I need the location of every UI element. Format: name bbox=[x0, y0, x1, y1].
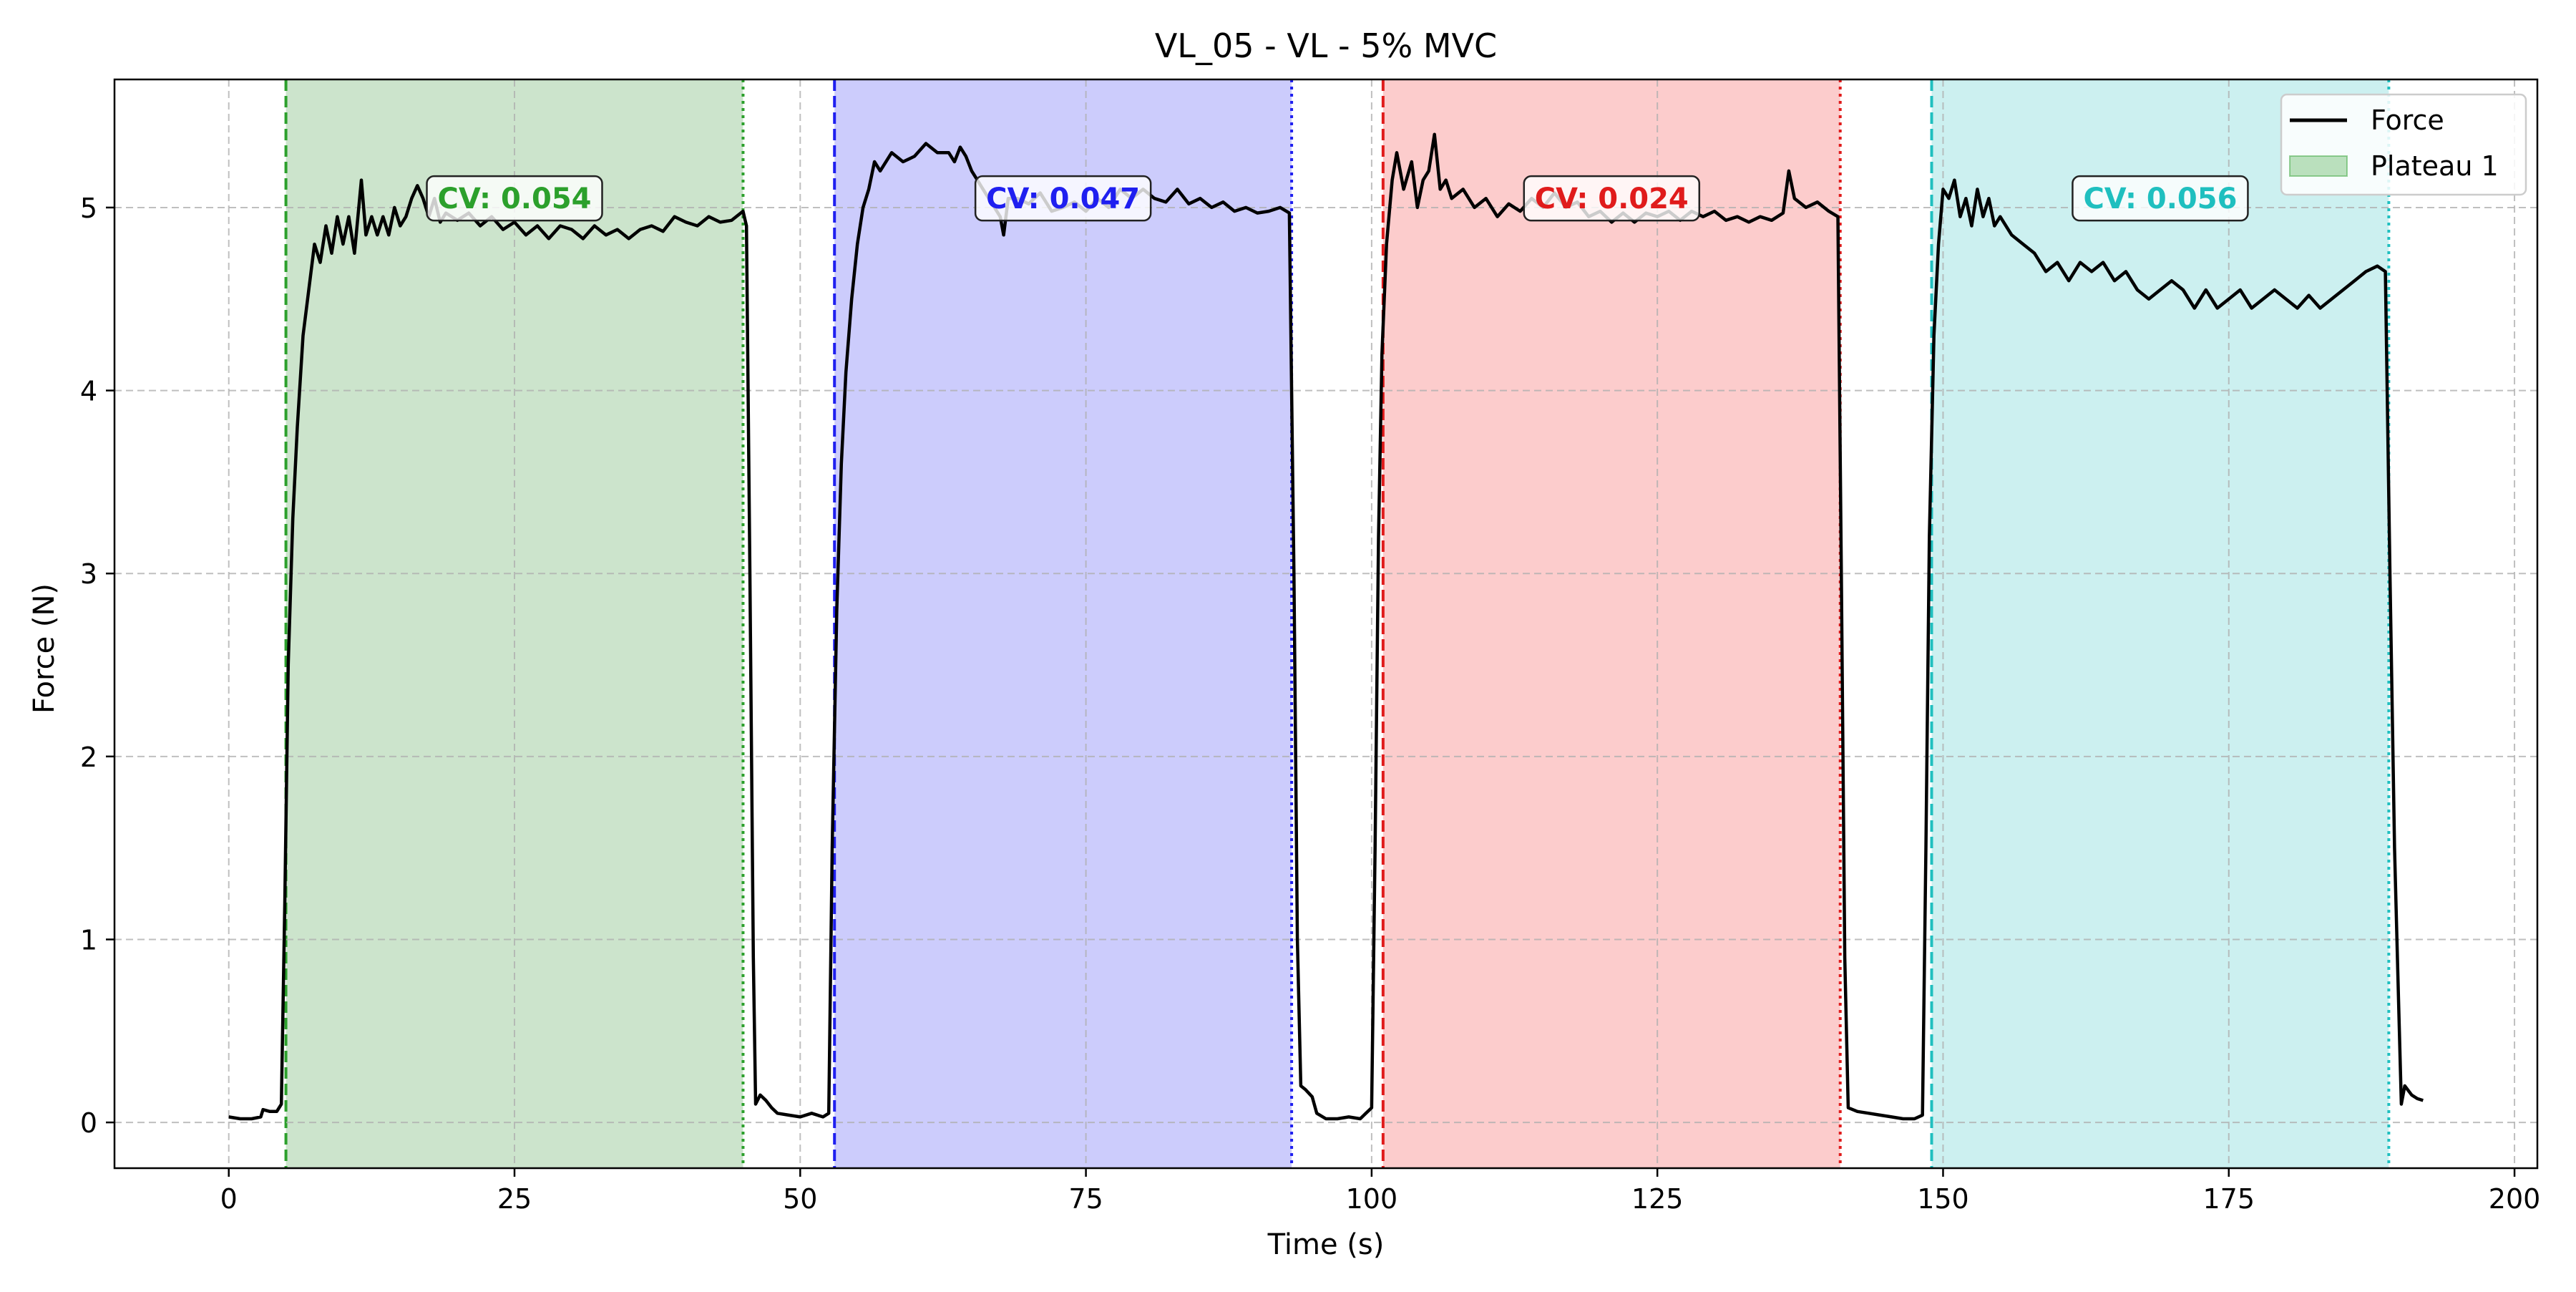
x-tick-label: 0 bbox=[220, 1183, 238, 1215]
cv-label-3: CV: 0.024 bbox=[1535, 183, 1689, 215]
x-tick-label: 125 bbox=[1631, 1183, 1684, 1215]
cv-label-box-3 bbox=[1523, 175, 1701, 222]
x-tick-label: 175 bbox=[2202, 1183, 2255, 1215]
x-axis-label: Time (s) bbox=[1267, 1228, 1385, 1261]
series-line-force bbox=[228, 132, 2424, 1121]
plot-frame bbox=[113, 78, 2539, 1170]
x-tick-label: 50 bbox=[783, 1183, 817, 1215]
cv-label-1: CV: 0.054 bbox=[438, 183, 592, 215]
series-lines bbox=[228, 132, 2424, 1121]
y-tick-label: 0 bbox=[80, 1107, 97, 1139]
legend-swatch-patch bbox=[2289, 155, 2348, 177]
plateau-regions bbox=[284, 79, 2391, 1168]
y-tick-label: 1 bbox=[80, 924, 97, 956]
cv-label-box-4 bbox=[2072, 175, 2249, 222]
y-axis-label: Force (N) bbox=[28, 583, 61, 714]
x-tick-label: 150 bbox=[1917, 1183, 1969, 1215]
cv-label-box-1 bbox=[426, 175, 603, 222]
x-tick-label: 75 bbox=[1068, 1183, 1103, 1215]
y-tick-label: 2 bbox=[80, 742, 97, 773]
cv-label-2: CV: 0.047 bbox=[986, 183, 1140, 215]
legend-label: Plateau 1 bbox=[2371, 150, 2499, 182]
plateau-region-4 bbox=[1931, 79, 2389, 1168]
legend: Force Plateau 1 bbox=[2280, 93, 2527, 196]
legend-label: Force bbox=[2371, 105, 2444, 136]
y-tick-label: 4 bbox=[80, 376, 97, 407]
cv-label-box-2 bbox=[974, 175, 1152, 222]
y-tick-label: 3 bbox=[80, 558, 97, 590]
cv-label-4: CV: 0.056 bbox=[2083, 183, 2237, 215]
chart-title: VL_05 - VL - 5% MVC bbox=[1155, 26, 1497, 65]
plateau-region-3 bbox=[1382, 79, 1840, 1168]
x-tick-label: 100 bbox=[1346, 1183, 1398, 1215]
plateau-region-2 bbox=[834, 79, 1292, 1168]
axis-ticks: 0 25 50 75 100 125 150 175 200 0 1 2 3 4 5 bbox=[80, 193, 2541, 1215]
y-tick-label: 5 bbox=[80, 193, 97, 224]
x-tick-label: 25 bbox=[497, 1183, 532, 1215]
cv-annotations: CV: 0.054 CV: 0.047 CV: 0.024 CV: 0.056 bbox=[426, 175, 2249, 222]
x-tick-label: 200 bbox=[2489, 1183, 2541, 1215]
